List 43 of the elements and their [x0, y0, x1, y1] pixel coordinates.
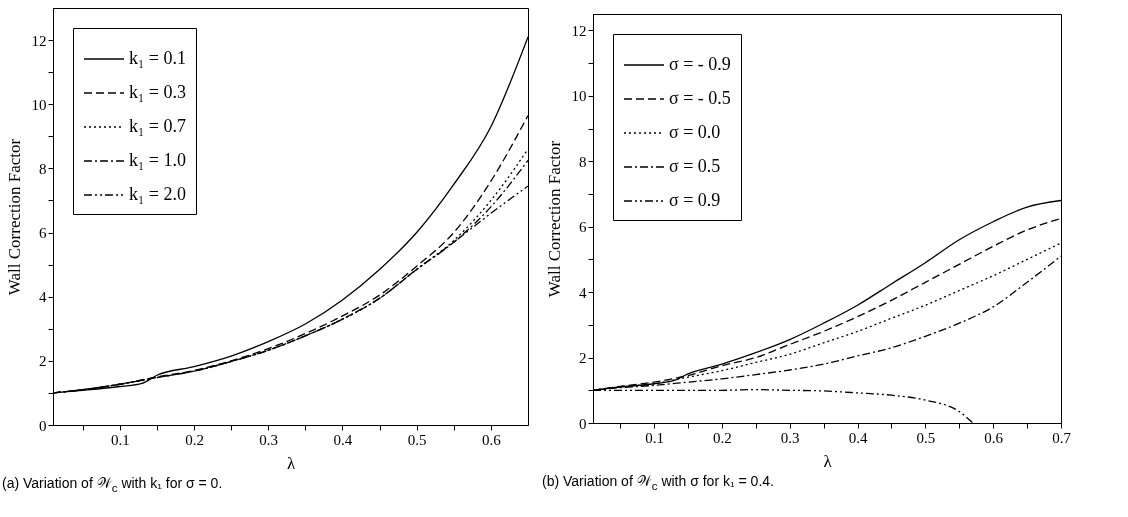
y-tick-label: 4 [39, 289, 47, 306]
x-tick-label: 0.4 [848, 429, 868, 446]
y-axis-title: Wall Correction Factor [544, 140, 564, 298]
x-tick-label: 0.4 [333, 431, 353, 448]
y-tick-label: 0 [579, 415, 587, 432]
legend-label: k₁ = 0.3 [129, 82, 186, 102]
x-tick-label: 0.5 [916, 429, 936, 446]
x-tick-label: 0.3 [259, 431, 279, 448]
legend-label: k₁ = 0.1 [129, 48, 186, 68]
x-tick-label: 0.3 [780, 429, 800, 446]
x-tick-label: 0.5 [407, 431, 427, 448]
x-tick-label: 0.1 [645, 429, 664, 446]
y-tick-label: 0 [39, 417, 47, 434]
x-tick-label: 0.7 [1052, 429, 1072, 446]
y-tick-label: 12 [571, 22, 587, 39]
legend-label: σ = 0.5 [669, 156, 721, 176]
y-tick-label: 8 [39, 160, 47, 177]
x-tick-label: 0.6 [482, 431, 502, 448]
y-tick-label: 2 [39, 353, 47, 370]
y-tick-label: 6 [579, 219, 587, 236]
legend-label: σ = - 0.5 [669, 88, 731, 108]
y-tick-label: 8 [579, 153, 587, 170]
y-tick-label: 4 [579, 284, 587, 301]
y-tick-label: 6 [39, 225, 47, 242]
x-tick-label: 0.1 [110, 431, 130, 448]
legend-label: σ = 0.9 [669, 190, 721, 210]
legend-label: σ = - 0.9 [669, 54, 731, 74]
legend-label: σ = 0.0 [669, 122, 721, 142]
text: (a) Variation of 𝒲$_{c}$ with k₁ for σ = 0. [2, 475, 224, 494]
text: (b) Variation of 𝒲$_{c}$ with σ for k₁ = 0.4. [542, 473, 775, 492]
y-tick-label: 2 [579, 350, 587, 367]
y-tick-label: 10 [31, 96, 47, 113]
x-axis-title: λ [823, 451, 833, 471]
x-tick-label: 0.6 [984, 429, 1004, 446]
x-tick-label: 0.2 [712, 429, 732, 446]
y-tick-label: 10 [571, 88, 587, 105]
y-tick-label: 12 [31, 32, 47, 49]
legend-label: k₁ = 1.0 [129, 150, 186, 170]
y-axis-title: Wall Correction Factor [4, 138, 24, 296]
x-tick-label: 0.2 [185, 431, 204, 448]
x-axis-title: λ [286, 453, 296, 473]
legend-label: k₁ = 2.0 [129, 184, 186, 204]
legend-label: k₁ = 0.7 [129, 116, 186, 136]
